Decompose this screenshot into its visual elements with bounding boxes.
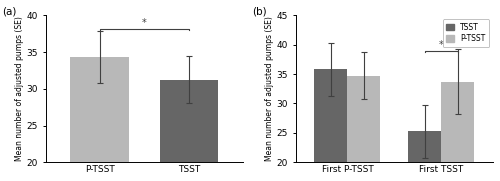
Y-axis label: Mean number of adjusted pumps (SE): Mean number of adjusted pumps (SE) [265, 16, 274, 161]
Bar [160, 80, 218, 181]
Bar [442, 82, 474, 181]
Text: (a): (a) [2, 7, 16, 16]
Legend: TSST, P-TSST: TSST, P-TSST [442, 19, 489, 47]
Text: *: * [142, 18, 147, 28]
Bar [348, 76, 380, 181]
Bar [314, 69, 348, 181]
Text: *: * [439, 40, 444, 50]
Text: (b): (b) [252, 7, 267, 16]
Bar [408, 131, 442, 181]
Bar [70, 57, 128, 181]
Y-axis label: Mean number of adjusted pumps (SE): Mean number of adjusted pumps (SE) [15, 16, 24, 161]
